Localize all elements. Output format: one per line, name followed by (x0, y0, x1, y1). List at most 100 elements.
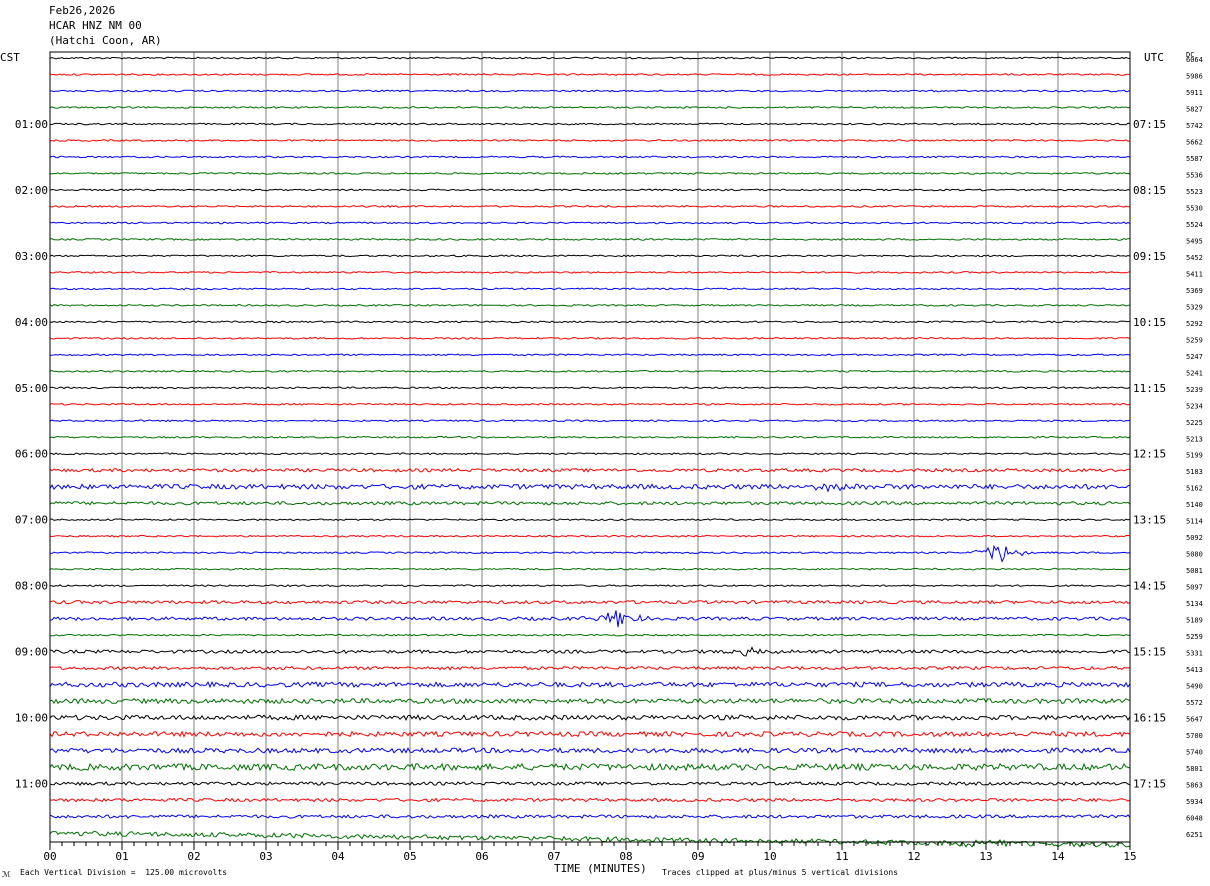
trace-21 (49, 402, 1131, 406)
trace-31 (49, 567, 1131, 571)
trace-12 (49, 254, 1131, 258)
dc-offset-label: 5162 (1186, 485, 1203, 493)
x-tick-label: 02 (187, 850, 200, 863)
dc-offset-label: 6251 (1186, 831, 1203, 839)
dc-offset-label: 5292 (1186, 320, 1203, 328)
trace-46 (49, 814, 1131, 819)
trace-38 (49, 681, 1131, 689)
trace-5 (49, 139, 1130, 142)
x-tick-label: 11 (835, 850, 848, 863)
x-tick-label: 08 (619, 850, 632, 863)
trace-26 (49, 483, 1131, 493)
trace-7 (49, 172, 1131, 175)
trace-8 (49, 188, 1131, 192)
dc-offset-label: 5213 (1186, 435, 1203, 443)
dc-offset-label: 5140 (1186, 501, 1203, 509)
trace-37 (49, 665, 1131, 671)
x-tick-label: 06 (475, 850, 488, 863)
dc-offset-label: 5329 (1186, 303, 1203, 311)
x-tick-label: 10 (763, 850, 776, 863)
dc-offset-label: 5331 (1186, 650, 1203, 658)
utc-hour-label: 08:15 (1133, 184, 1166, 197)
trace-43 (49, 762, 1131, 772)
x-axis-label: TIME (MINUTES) (554, 862, 647, 875)
dc-offset-label: 5183 (1186, 468, 1203, 476)
dc-offset-label: 5827 (1186, 105, 1203, 113)
dc-label: DC (1186, 51, 1194, 59)
utc-hour-label: 10:15 (1133, 316, 1166, 329)
trace-19 (49, 369, 1131, 373)
dc-offset-label: 5700 (1186, 732, 1203, 740)
trace-28 (49, 518, 1131, 522)
x-tick-label: 14 (1051, 850, 1065, 863)
cst-hour-label: 10:00 (15, 712, 48, 725)
trace-9 (49, 204, 1130, 208)
trace-36 (49, 646, 1131, 657)
trace-14 (49, 287, 1130, 291)
trace-44 (49, 781, 1131, 786)
trace-2 (49, 89, 1131, 93)
dc-offset-label: 5801 (1186, 765, 1203, 773)
dc-offset-label: 5413 (1186, 666, 1203, 674)
trace-30 (49, 544, 1131, 563)
clip-note: Traces clipped at plus/minus 5 vertical … (662, 868, 899, 877)
cst-hour-label: 06:00 (15, 448, 48, 461)
dc-offset-label: 5241 (1186, 369, 1203, 377)
trace-16 (49, 320, 1131, 324)
x-tick-label: 07 (547, 850, 560, 863)
cst-hour-label: 02:00 (15, 184, 48, 197)
dc-offset-label: 5234 (1186, 402, 1203, 410)
trace-18 (49, 353, 1131, 357)
dc-offset-label: 5452 (1186, 254, 1203, 262)
x-tick-label: 01 (115, 850, 128, 863)
corner-mark: ℳ (2, 870, 11, 879)
cst-hour-label: 07:00 (15, 514, 48, 527)
trace-32 (49, 584, 1131, 588)
cst-label: CST (0, 51, 20, 64)
trace-45 (49, 797, 1131, 803)
x-tick-label: 12 (907, 850, 920, 863)
dc-offset-label: 5411 (1186, 270, 1203, 278)
x-tick-label: 03 (259, 850, 272, 863)
location-label: (Hatchi Coon, AR) (49, 34, 162, 47)
trace-13 (49, 270, 1131, 274)
utc-hour-label: 12:15 (1133, 448, 1166, 461)
scale-note: Each Vertical Division = 125.00 microvol… (20, 868, 228, 877)
x-tick-label: 00 (43, 850, 56, 863)
dc-offset-label: 5587 (1186, 155, 1203, 163)
trace-41 (49, 730, 1131, 738)
dc-offset-label: 5239 (1186, 386, 1203, 394)
dc-offset-label: 5662 (1186, 138, 1203, 146)
utc-hour-label: 17:15 (1133, 778, 1166, 791)
dc-offset-label: 5189 (1186, 617, 1203, 625)
station-label: HCAR HNZ NM 00 (49, 19, 142, 32)
plot-axes (49, 51, 1131, 850)
dc-offset-label: 5495 (1186, 237, 1203, 245)
trace-40 (49, 714, 1131, 722)
dc-offset-label: 5114 (1186, 518, 1203, 526)
x-tick-label: 13 (979, 850, 992, 863)
dc-offset-label: 5247 (1186, 353, 1203, 361)
dc-offset-label: 5934 (1186, 798, 1203, 806)
dc-offset-label: 5740 (1186, 749, 1203, 757)
dc-offset-label: 5523 (1186, 188, 1203, 196)
trace-22 (49, 419, 1131, 423)
dc-offset-label: 5742 (1186, 122, 1203, 130)
cst-hour-label: 03:00 (15, 250, 48, 263)
cst-hour-label: 05:00 (15, 382, 48, 395)
dc-offset-label: 5863 (1186, 782, 1203, 790)
date-label: Feb26,2026 (49, 4, 116, 17)
trace-39 (49, 697, 1131, 705)
trace-34 (49, 610, 1131, 628)
trace-6 (49, 155, 1131, 159)
utc-hour-label: 07:15 (1133, 118, 1166, 131)
dc-offset-label: 5647 (1186, 716, 1203, 724)
utc-hour-label: 09:15 (1133, 250, 1166, 263)
dc-offset-label: 5259 (1186, 633, 1203, 641)
plot-frame (49, 51, 1131, 843)
dc-offset-label: 5911 (1186, 89, 1203, 97)
dc-offset-label: 6048 (1186, 815, 1203, 823)
trace-20 (49, 386, 1131, 390)
trace-33 (49, 599, 1131, 605)
x-tick-label: 04 (331, 850, 345, 863)
